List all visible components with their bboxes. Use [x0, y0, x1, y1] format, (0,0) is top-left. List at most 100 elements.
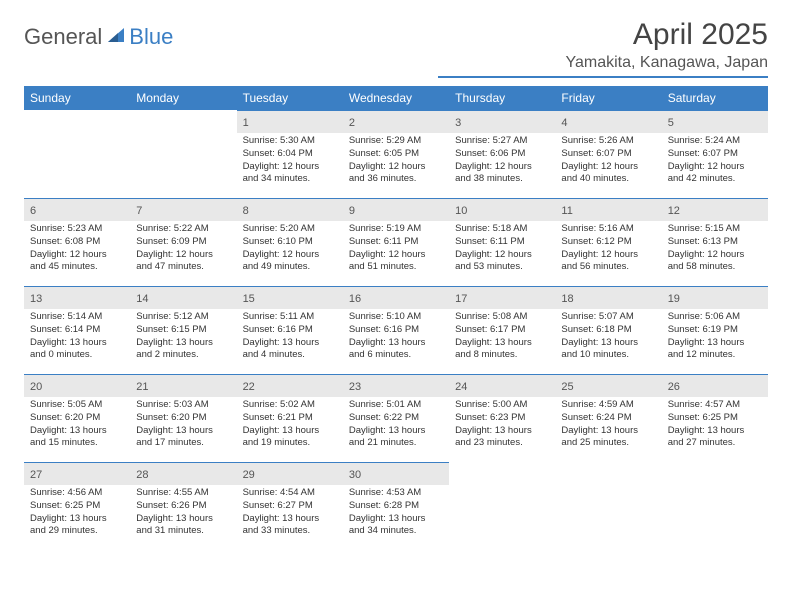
day-number: 14: [136, 293, 148, 305]
day-number: 15: [243, 293, 255, 305]
calendar-cell: [130, 110, 236, 198]
calendar-cell: 29Sunrise: 4:54 AMSunset: 6:27 PMDayligh…: [237, 462, 343, 550]
brand-text-2: Blue: [129, 24, 173, 50]
calendar-cell: 11 Sunrise: 5:16 AMSunset: 6:12 PMDayligh…: [555, 198, 661, 286]
day-number: 5: [668, 117, 674, 129]
day-details: Sunrise: 5:19 AMSunset: 6:11 PMDaylight:…: [343, 221, 449, 286]
weekday-header: Sunday: [24, 86, 130, 110]
calendar-cell: 12 Sunrise: 5:15 AMSunset: 6:13 PMDayligh…: [662, 198, 768, 286]
calendar-cell: [24, 110, 130, 198]
day-number: 1: [243, 117, 249, 129]
calendar-cell: 30 Sunrise: 4:53 AMSunset: 6:28 PMDayligh…: [343, 462, 449, 550]
day-number: 28: [136, 469, 148, 481]
weekday-header: Monday: [130, 86, 236, 110]
title-block: April 2025 Yamakita, Kanagawa, Japan: [438, 18, 768, 78]
day-details: Sunrise: 5:16 AMSunset: 6:12 PMDaylight:…: [555, 221, 661, 286]
day-number: 27: [30, 469, 42, 481]
calendar-cell: 13 Sunrise: 5:14 AMSunset: 6:14 PMDayligh…: [24, 286, 130, 374]
calendar-cell: 26Sunrise: 4:57 AMSunset: 6:25 PMDayligh…: [662, 374, 768, 462]
day-number: 8: [243, 205, 249, 217]
calendar-cell: 2 Sunrise: 5:29 AMSunset: 6:05 PMDaylight…: [343, 110, 449, 198]
day-number: 24: [455, 381, 467, 393]
weekday-header: Thursday: [449, 86, 555, 110]
calendar-cell: 9Sunrise: 5:19 AMSunset: 6:11 PMDaylight…: [343, 198, 449, 286]
calendar-cell: [449, 462, 555, 550]
day-number: 10: [455, 205, 467, 217]
calendar-body: 1 Sunrise: 5:30 AMSunset: 6:04 PMDaylight…: [24, 110, 768, 550]
day-number: 16: [349, 293, 361, 305]
brand-sail-icon: [106, 26, 126, 49]
location-text: Yamakita, Kanagawa, Japan: [438, 54, 768, 78]
weekday-header-row: SundayMondayTuesdayWednesdayThursdayFrid…: [24, 86, 768, 110]
calendar-cell: 15 Sunrise: 5:11 AMSunset: 6:16 PMDayligh…: [237, 286, 343, 374]
calendar-cell: [662, 462, 768, 550]
calendar-cell: 25 Sunrise: 4:59 AMSunset: 6:24 PMDayligh…: [555, 374, 661, 462]
day-details: Sunrise: 5:26 AMSunset: 6:07 PMDaylight:…: [555, 133, 661, 198]
day-number: 20: [30, 381, 42, 393]
day-details: Sunrise: 5:11 AMSunset: 6:16 PMDaylight:…: [237, 309, 343, 374]
day-number: 18: [561, 293, 573, 305]
calendar-cell: 20 Sunrise: 5:05 AMSunset: 6:20 PMDayligh…: [24, 374, 130, 462]
day-details: Sunrise: 5:12 AMSunset: 6:15 PMDaylight:…: [130, 309, 236, 374]
day-details: Sunrise: 5:24 AMSunset: 6:07 PMDaylight:…: [662, 133, 768, 198]
calendar-cell: 22 Sunrise: 5:02 AMSunset: 6:21 PMDayligh…: [237, 374, 343, 462]
day-number: 30: [349, 469, 361, 481]
calendar-row: 1 Sunrise: 5:30 AMSunset: 6:04 PMDaylight…: [24, 110, 768, 198]
calendar-cell: [555, 462, 661, 550]
calendar-cell: 23 Sunrise: 5:01 AMSunset: 6:22 PMDayligh…: [343, 374, 449, 462]
calendar-cell: 21Sunrise: 5:03 AMSunset: 6:20 PMDayligh…: [130, 374, 236, 462]
day-details: Sunrise: 5:01 AMSunset: 6:22 PMDaylight:…: [343, 397, 449, 462]
day-details: Sunrise: 5:27 AMSunset: 6:06 PMDaylight:…: [449, 133, 555, 198]
day-details: Sunrise: 5:14 AMSunset: 6:14 PMDaylight:…: [24, 309, 130, 374]
calendar-cell: 27Sunrise: 4:56 AMSunset: 6:25 PMDayligh…: [24, 462, 130, 550]
calendar-page: General Blue April 2025 Yamakita, Kanaga…: [0, 0, 792, 568]
day-details: Sunrise: 5:05 AMSunset: 6:20 PMDaylight:…: [24, 397, 130, 462]
brand-text-1: General: [24, 24, 102, 50]
weekday-header: Wednesday: [343, 86, 449, 110]
calendar-row: 20 Sunrise: 5:05 AMSunset: 6:20 PMDayligh…: [24, 374, 768, 462]
day-number: 12: [668, 205, 680, 217]
day-details: Sunrise: 5:30 AMSunset: 6:04 PMDaylight:…: [237, 133, 343, 198]
calendar-cell: 18Sunrise: 5:07 AMSunset: 6:18 PMDayligh…: [555, 286, 661, 374]
day-number: 23: [349, 381, 361, 393]
weekday-header: Tuesday: [237, 86, 343, 110]
day-details: Sunrise: 5:23 AMSunset: 6:08 PMDaylight:…: [24, 221, 130, 286]
day-number: 25: [561, 381, 573, 393]
day-number: 2: [349, 117, 355, 129]
calendar-cell: 28 Sunrise: 4:55 AMSunset: 6:26 PMDayligh…: [130, 462, 236, 550]
month-title: April 2025: [438, 18, 768, 52]
calendar-cell: 5 Sunrise: 5:24 AMSunset: 6:07 PMDaylight…: [662, 110, 768, 198]
calendar-cell: 1 Sunrise: 5:30 AMSunset: 6:04 PMDaylight…: [237, 110, 343, 198]
day-number: 22: [243, 381, 255, 393]
day-number: 6: [30, 205, 36, 217]
day-number: 3: [455, 117, 461, 129]
calendar-cell: 4 Sunrise: 5:26 AMSunset: 6:07 PMDaylight…: [555, 110, 661, 198]
day-details: Sunrise: 5:15 AMSunset: 6:13 PMDaylight:…: [662, 221, 768, 286]
day-number: 13: [30, 293, 42, 305]
day-details: Sunrise: 4:59 AMSunset: 6:24 PMDaylight:…: [555, 397, 661, 462]
weekday-header: Friday: [555, 86, 661, 110]
calendar-cell: 14 Sunrise: 5:12 AMSunset: 6:15 PMDayligh…: [130, 286, 236, 374]
day-details: Sunrise: 4:54 AMSunset: 6:27 PMDaylight:…: [237, 485, 343, 550]
calendar-cell: 17Sunrise: 5:08 AMSunset: 6:17 PMDayligh…: [449, 286, 555, 374]
brand-logo: General Blue: [24, 18, 173, 50]
header: General Blue April 2025 Yamakita, Kanaga…: [24, 18, 768, 78]
day-number: 26: [668, 381, 680, 393]
day-details: Sunrise: 4:53 AMSunset: 6:28 PMDaylight:…: [343, 485, 449, 550]
day-number: 17: [455, 293, 467, 305]
weekday-header: Saturday: [662, 86, 768, 110]
day-number: 4: [561, 117, 567, 129]
calendar-row: 6 Sunrise: 5:23 AMSunset: 6:08 PMDaylight…: [24, 198, 768, 286]
calendar-cell: 3 Sunrise: 5:27 AMSunset: 6:06 PMDaylight…: [449, 110, 555, 198]
day-details: Sunrise: 5:10 AMSunset: 6:16 PMDaylight:…: [343, 309, 449, 374]
day-details: Sunrise: 4:55 AMSunset: 6:26 PMDaylight:…: [130, 485, 236, 550]
day-details: Sunrise: 5:03 AMSunset: 6:20 PMDaylight:…: [130, 397, 236, 462]
day-details: Sunrise: 5:29 AMSunset: 6:05 PMDaylight:…: [343, 133, 449, 198]
day-number: 11: [561, 205, 572, 217]
calendar-cell: 16 Sunrise: 5:10 AMSunset: 6:16 PMDayligh…: [343, 286, 449, 374]
calendar-cell: 24Sunrise: 5:00 AMSunset: 6:23 PMDayligh…: [449, 374, 555, 462]
day-number: 7: [136, 205, 142, 217]
day-details: Sunrise: 5:06 AMSunset: 6:19 PMDaylight:…: [662, 309, 768, 374]
calendar-cell: 10Sunrise: 5:18 AMSunset: 6:11 PMDayligh…: [449, 198, 555, 286]
day-details: Sunrise: 5:02 AMSunset: 6:21 PMDaylight:…: [237, 397, 343, 462]
